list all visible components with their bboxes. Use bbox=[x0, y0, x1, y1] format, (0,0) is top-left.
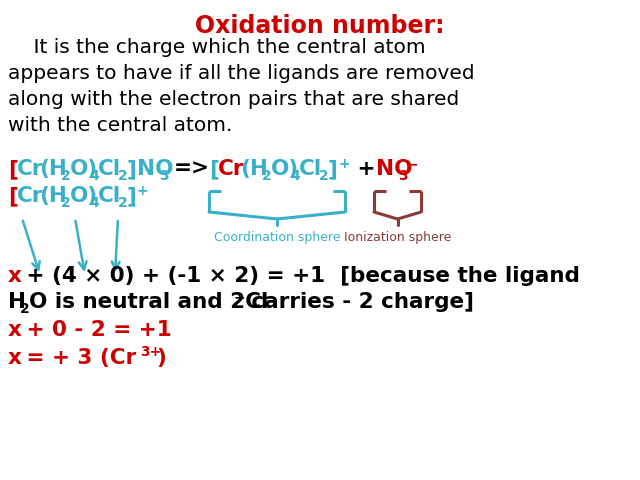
Text: 2: 2 bbox=[319, 169, 329, 183]
Text: + 0 - 2 = +1: + 0 - 2 = +1 bbox=[19, 320, 172, 340]
Text: [: [ bbox=[209, 159, 219, 179]
Text: 3+: 3+ bbox=[140, 345, 161, 359]
Text: O): O) bbox=[70, 186, 99, 206]
Text: x: x bbox=[8, 320, 22, 340]
Text: 2: 2 bbox=[118, 196, 128, 210]
Text: 2: 2 bbox=[118, 169, 128, 183]
Text: −: − bbox=[234, 290, 246, 304]
Text: O): O) bbox=[271, 159, 300, 179]
Text: Coordination sphere: Coordination sphere bbox=[214, 231, 340, 244]
Text: [: [ bbox=[8, 159, 18, 179]
Text: 2: 2 bbox=[61, 169, 71, 183]
Text: 4: 4 bbox=[89, 196, 99, 210]
Text: ]: ] bbox=[328, 159, 338, 179]
Text: It is the charge which the central atom: It is the charge which the central atom bbox=[8, 38, 426, 57]
Text: [: [ bbox=[8, 186, 18, 206]
Text: Cl: Cl bbox=[98, 186, 121, 206]
Text: −: − bbox=[407, 157, 419, 171]
Text: 3: 3 bbox=[159, 169, 168, 183]
Text: Oxidation number:: Oxidation number: bbox=[195, 14, 445, 38]
Text: Cr: Cr bbox=[17, 186, 44, 206]
Text: + (4 × 0) + (-1 × 2) = +1  [because the ligand: + (4 × 0) + (-1 × 2) = +1 [because the l… bbox=[19, 266, 580, 286]
Text: ): ) bbox=[156, 348, 166, 368]
Text: O): O) bbox=[70, 159, 99, 179]
Text: =>: => bbox=[174, 159, 210, 179]
Text: 3: 3 bbox=[398, 169, 408, 183]
Text: +: + bbox=[338, 157, 349, 171]
Text: H: H bbox=[8, 292, 26, 312]
Text: Cl: Cl bbox=[98, 159, 121, 179]
Text: appears to have if all the ligands are removed: appears to have if all the ligands are r… bbox=[8, 64, 475, 83]
Text: NO: NO bbox=[376, 159, 413, 179]
Text: 2: 2 bbox=[262, 169, 272, 183]
Text: Cr: Cr bbox=[218, 159, 244, 179]
Text: Cr: Cr bbox=[17, 159, 44, 179]
Text: 2: 2 bbox=[20, 302, 29, 316]
Text: Cl: Cl bbox=[299, 159, 322, 179]
Text: ]: ] bbox=[127, 186, 137, 206]
Text: 4: 4 bbox=[89, 169, 99, 183]
Text: +: + bbox=[350, 159, 383, 179]
Text: (H: (H bbox=[39, 186, 67, 206]
Text: (H: (H bbox=[240, 159, 268, 179]
Text: x: x bbox=[8, 348, 22, 368]
Text: = + 3 (Cr: = + 3 (Cr bbox=[19, 348, 136, 368]
Text: +: + bbox=[137, 184, 148, 198]
Text: ]: ] bbox=[127, 159, 137, 179]
Text: NO: NO bbox=[137, 159, 173, 179]
Text: (H: (H bbox=[39, 159, 67, 179]
Text: along with the electron pairs that are shared: along with the electron pairs that are s… bbox=[8, 90, 460, 109]
Text: carries - 2 charge]: carries - 2 charge] bbox=[244, 292, 474, 312]
Text: 4: 4 bbox=[290, 169, 300, 183]
Text: with the central atom.: with the central atom. bbox=[8, 116, 232, 135]
Text: 2: 2 bbox=[61, 196, 71, 210]
Text: Ionization sphere: Ionization sphere bbox=[344, 231, 451, 244]
Text: x: x bbox=[8, 266, 22, 286]
Text: O is neutral and 2Cl: O is neutral and 2Cl bbox=[29, 292, 268, 312]
